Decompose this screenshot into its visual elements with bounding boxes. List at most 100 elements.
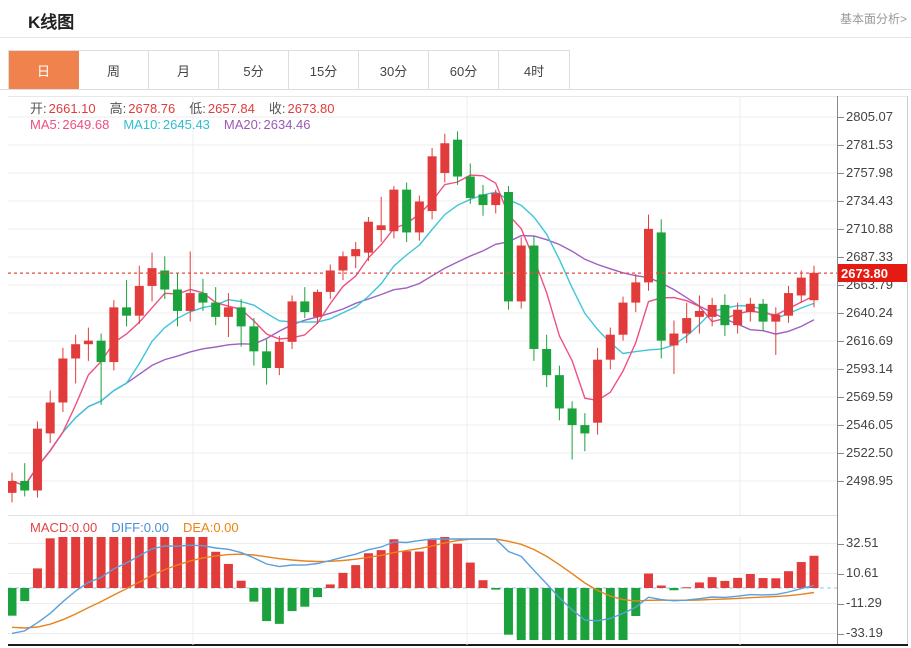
candle-body <box>172 289 182 311</box>
macd-bar <box>809 555 819 588</box>
candle-body <box>503 192 513 302</box>
macd-bar <box>134 537 144 588</box>
macd-legend-pair: DIFF:0.00 <box>111 520 169 535</box>
candle-body <box>274 341 284 369</box>
candle-body <box>300 301 310 313</box>
tab-月[interactable]: 月 <box>149 51 219 89</box>
macd-bar <box>605 588 615 640</box>
diff-line <box>11 538 815 635</box>
macd-bar <box>338 572 348 588</box>
tab-60分[interactable]: 60分 <box>429 51 499 89</box>
macd-bar <box>694 582 704 588</box>
candle-body <box>363 221 373 253</box>
legend-pair: MA10: 2645.43 <box>123 117 210 132</box>
price-tick-label: 2687.33 <box>838 249 893 264</box>
macd-bar <box>262 588 272 622</box>
ohlc-legend: 开: 2661.10 高: 2678.76 低: 2657.84 收: 2673.80 <box>30 98 349 117</box>
macd-bar <box>656 585 666 588</box>
price-tick-label: 2757.98 <box>838 165 893 180</box>
tab-日[interactable]: 日 <box>9 51 79 89</box>
tabbar-bottom-border <box>0 89 911 90</box>
candle-body <box>185 293 195 311</box>
macd-bar <box>440 537 450 588</box>
macd-bar <box>478 580 488 588</box>
ma5-line <box>11 174 815 487</box>
price-tick-label: 2546.05 <box>838 417 893 432</box>
candle-body <box>122 307 132 316</box>
macd-bar <box>198 537 208 588</box>
tab-30分[interactable]: 30分 <box>359 51 429 89</box>
macd-bar <box>491 588 501 590</box>
macd-bar <box>20 588 30 602</box>
macd-bar <box>402 551 412 588</box>
macd-bar <box>796 562 806 588</box>
macd-bar <box>8 588 17 616</box>
candle-body <box>567 408 577 426</box>
macd-legend: MACD:0.00 DIFF:0.00 DEA:0.00 <box>30 520 253 535</box>
ma20-line <box>11 234 815 487</box>
macd-bar <box>351 565 361 588</box>
legend-pair: 收: 2673.80 <box>268 101 335 116</box>
candle-body <box>465 176 475 198</box>
macd-bar <box>376 550 386 588</box>
candle-body <box>771 314 781 322</box>
tab-15分[interactable]: 15分 <box>289 51 359 89</box>
macd-legend-pair: DEA:0.00 <box>183 520 239 535</box>
legend-pair: 高: 2678.76 <box>109 101 176 116</box>
fundamental-analysis-link[interactable]: 基本面分析> <box>839 12 907 26</box>
candle-body <box>8 480 17 493</box>
candle-body <box>414 201 424 233</box>
price-chart[interactable] <box>8 90 837 515</box>
candle-body <box>71 344 81 359</box>
price-tick-label: 2498.95 <box>838 473 893 488</box>
legend-pair: 开: 2661.10 <box>30 101 96 116</box>
candle-body <box>529 245 539 349</box>
macd-bar <box>453 543 463 588</box>
macd-bar <box>593 588 603 640</box>
legend-pair: MA5: 2649.68 <box>30 117 110 132</box>
ma-legend: MA5: 2649.68 MA10: 2645.43 MA20: 2634.46 <box>30 117 325 132</box>
macd-bar <box>58 537 68 588</box>
candle-body <box>631 282 641 303</box>
legend-pair: MA20: 2634.46 <box>223 117 311 132</box>
candle-body <box>593 359 603 423</box>
macd-chart[interactable] <box>8 537 837 645</box>
candle-body <box>325 270 335 292</box>
candle-body <box>32 428 42 491</box>
tab-4时[interactable]: 4时 <box>499 51 569 89</box>
price-tick-label: 2805.07 <box>838 109 893 124</box>
candle-body <box>453 139 463 177</box>
dea-line <box>11 538 815 629</box>
candle-body <box>516 245 526 302</box>
current-price-tag: 2673.80 <box>838 264 907 283</box>
macd-bar <box>720 580 730 588</box>
candle-body <box>45 402 55 434</box>
macd-bar <box>325 584 335 588</box>
tab-周[interactable]: 周 <box>79 51 149 89</box>
macd-tick-label: 10.61 <box>838 565 879 580</box>
candle-body <box>198 293 208 303</box>
macd-bar <box>784 571 794 588</box>
candle-body <box>669 333 679 346</box>
macd-bar <box>427 539 437 588</box>
candle-body <box>58 358 68 403</box>
candle-body <box>236 307 246 327</box>
candles-layer <box>8 131 819 503</box>
candle-body <box>605 334 615 360</box>
tab-5分[interactable]: 5分 <box>219 51 289 89</box>
macd-bar <box>644 573 653 588</box>
macd-bar <box>745 574 755 588</box>
macd-bar <box>631 588 641 617</box>
ma10-line <box>11 191 815 487</box>
macd-bar <box>363 553 373 588</box>
macd-bar <box>707 577 717 588</box>
price-tick-label: 2593.14 <box>838 361 893 376</box>
price-tick-label: 2522.50 <box>838 445 893 460</box>
candle-body <box>313 291 323 317</box>
macd-bar <box>567 588 577 640</box>
candle-body <box>134 285 144 316</box>
macd-bar <box>300 588 310 607</box>
macd-bar <box>389 539 399 588</box>
candle-body <box>796 277 806 296</box>
